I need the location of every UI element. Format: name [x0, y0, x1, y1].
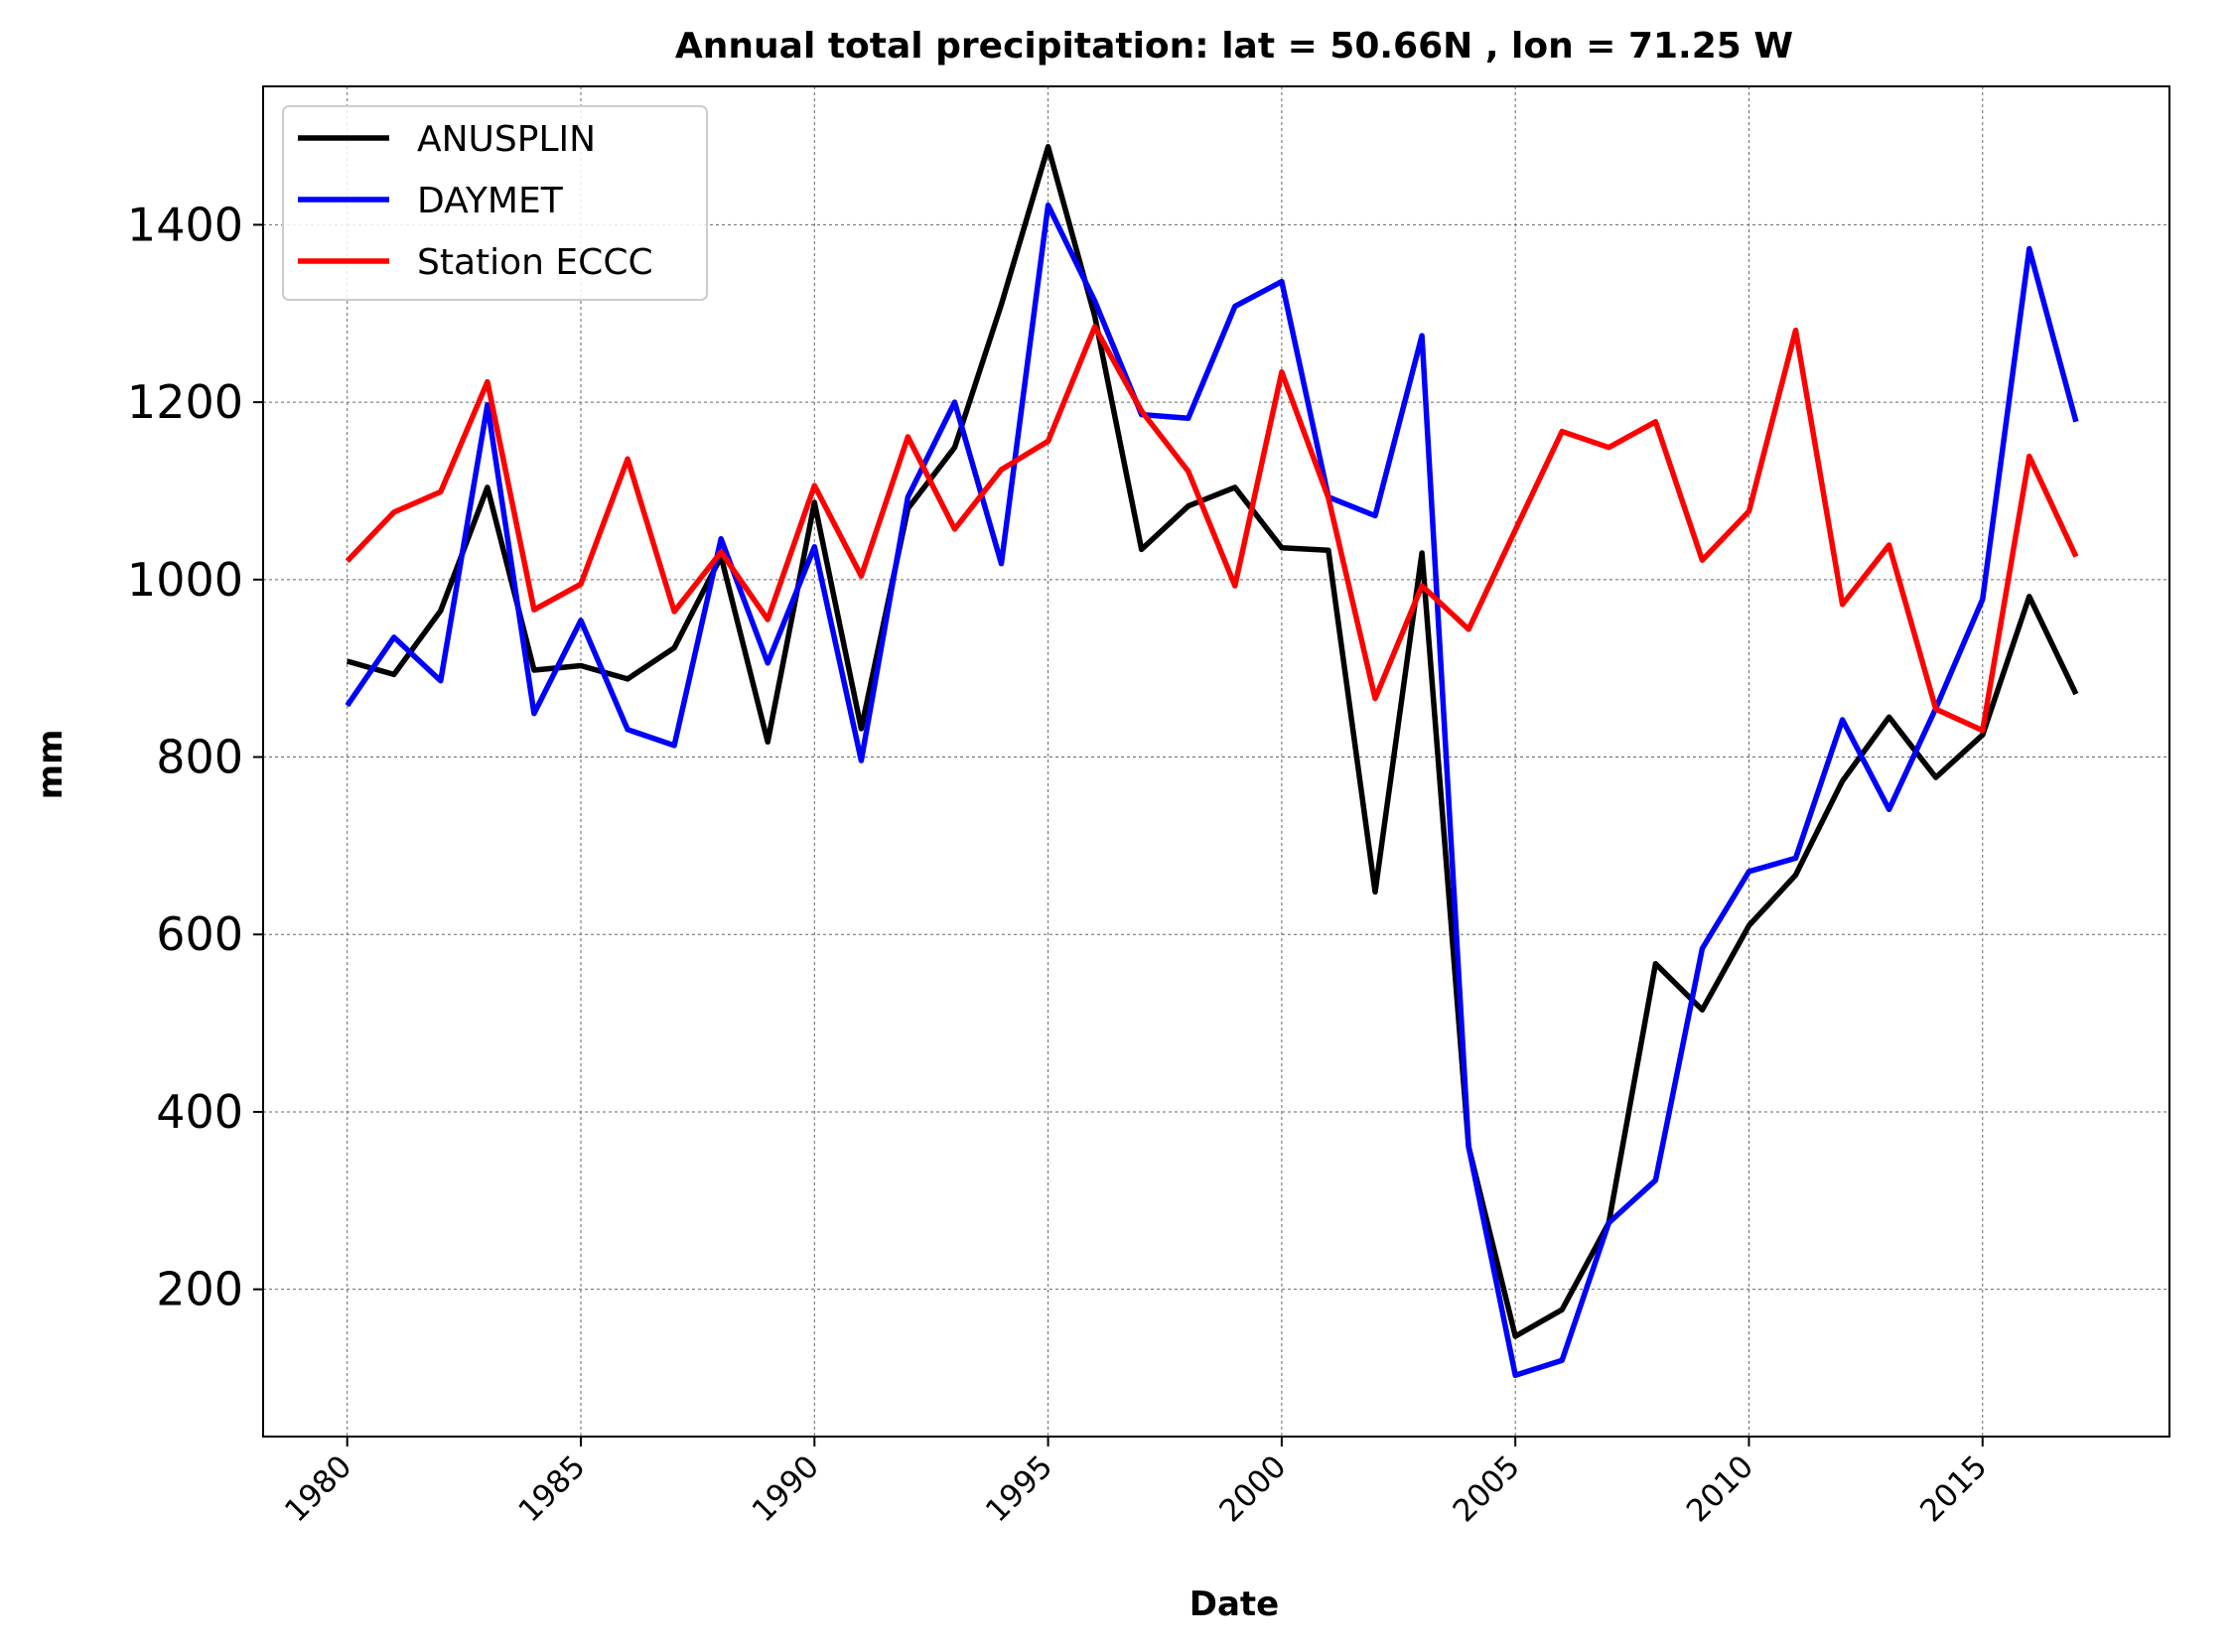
y-tick-label: 200 — [156, 1263, 243, 1316]
plot-frame — [262, 85, 2170, 1438]
y-tick-label: 1200 — [127, 375, 243, 429]
chart-title: Annual total precipitation: lat = 50.66N… — [675, 26, 1793, 67]
legend-box — [282, 105, 708, 301]
legend: ANUSPLIN DAYMET Station ECCC — [282, 105, 708, 301]
y-tick-label: 1400 — [127, 198, 243, 251]
y-tick-label: 400 — [156, 1085, 243, 1139]
y-tick-label: 800 — [156, 731, 243, 784]
series-line-station-eccc — [345, 324, 2079, 734]
y-tick-label: 1000 — [127, 553, 243, 607]
legend-label: Station ECCC — [417, 242, 653, 283]
series-lines — [345, 144, 2079, 1379]
x-axis-label: Date — [1189, 1584, 1279, 1624]
y-axis-label: mm — [31, 730, 70, 800]
legend-label: DAYMET — [417, 181, 564, 221]
series-line-daymet — [345, 202, 2079, 1379]
legend-label: ANUSPLIN — [417, 119, 596, 160]
y-tick-label: 600 — [156, 907, 243, 961]
series-line-anusplin — [346, 144, 2079, 1339]
